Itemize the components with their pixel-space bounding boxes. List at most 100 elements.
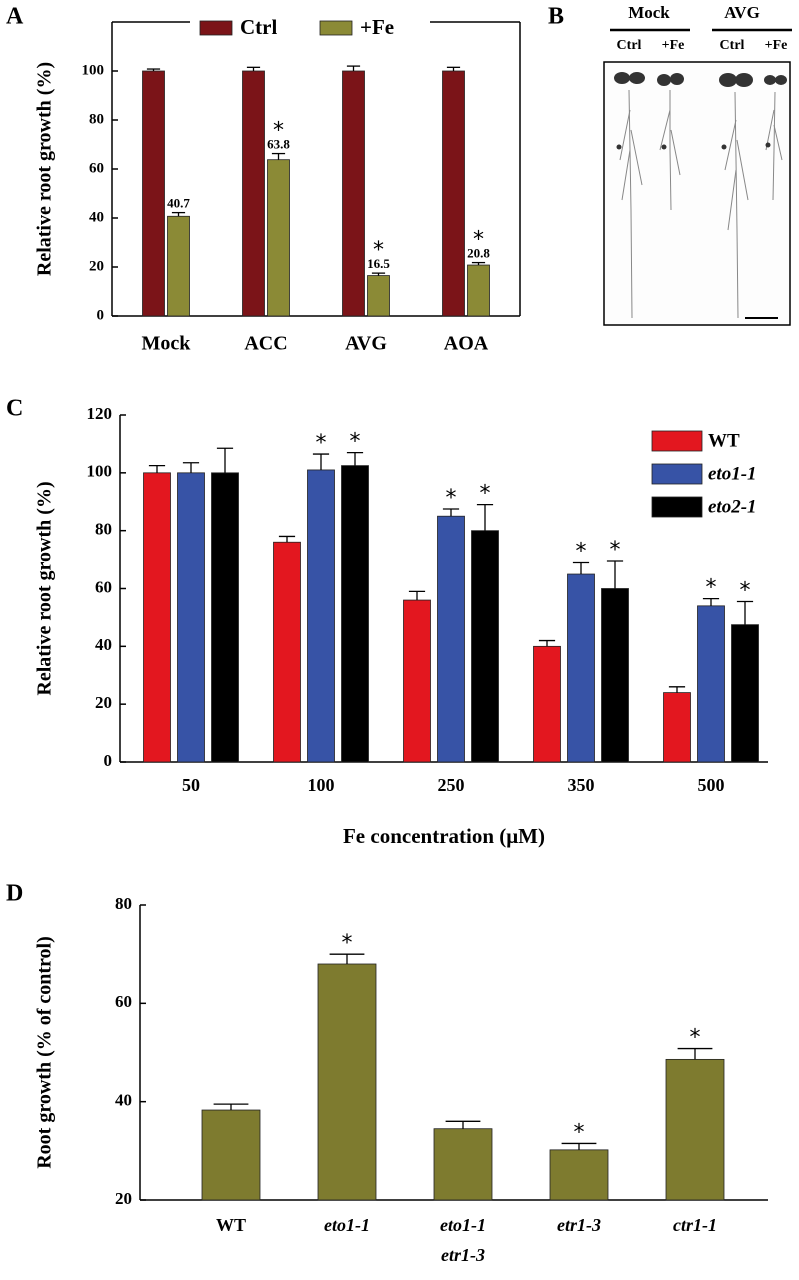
x-tick-label: Mock [142,333,192,355]
x-tick-label: ACC [244,333,287,355]
legend-swatch [651,430,703,452]
error-bar [736,600,754,625]
y-tick-label: 60 [95,577,112,596]
significance-mark: * [610,538,621,563]
error-bar [445,1120,481,1129]
significance-mark: * [273,119,284,144]
y-tick-label: 40 [115,1091,132,1110]
error-bar [312,453,330,470]
bar [665,1058,725,1201]
significance-mark: * [350,430,361,455]
bar [549,1149,609,1201]
y-tick-label: 20 [115,1189,132,1208]
error-bar [471,261,486,266]
y-tick-label: 20 [89,258,104,274]
x-tick-label: eto1-1 [324,1215,370,1235]
x-tick-label: AVG [345,333,387,355]
legend-label: eto2-1 [708,496,757,517]
error-bar [146,68,161,71]
column-label: +Fe [662,38,685,53]
error-bar [702,597,720,606]
error-bar [246,66,261,71]
y-tick-label: 100 [87,462,113,481]
error-bar [182,462,200,473]
panel-label: C [6,396,23,422]
error-bar [171,211,186,217]
error-bar [668,686,686,693]
bar [437,515,465,763]
group-label: Mock [628,3,670,22]
significance-mark: * [342,931,353,956]
error-bar [572,561,590,575]
significance-mark: * [473,228,484,253]
bar [167,215,190,317]
bar [242,70,265,317]
error-bar [606,560,624,589]
x-tick-label: 100 [308,775,335,795]
bar [273,541,301,763]
data-label: 20.8 [467,246,490,261]
x-tick-label: 250 [438,775,465,795]
panel-label: A [6,4,24,30]
x-tick-label: etr1-3 [557,1215,601,1235]
y-tick-label: 100 [82,62,105,78]
bar [471,530,499,763]
significance-mark: * [316,431,327,456]
legend-label: +Fe [360,15,394,39]
y-tick-label: 0 [104,751,113,770]
legend-label: eto1-1 [708,463,757,484]
significance-mark: * [480,482,491,507]
x-tick-label: ctr1-1 [673,1215,717,1235]
bar [403,599,431,763]
bar [201,1109,261,1201]
error-bar [442,508,460,517]
y-axis-label: Relative root growth (%) [34,481,56,695]
significance-mark: * [576,539,587,564]
error-bar [346,451,364,466]
x-tick-label: 50 [182,775,200,795]
data-label: 40.7 [167,196,190,211]
error-bar [278,535,296,543]
bar [731,624,759,763]
y-tick-label: 120 [87,404,113,423]
bar [697,605,725,763]
error-bar [408,590,426,601]
error-bar [329,953,365,964]
legend-label: Ctrl [240,15,277,39]
x-tick-label: 350 [568,775,595,795]
y-tick-label: 60 [115,992,132,1011]
bar [142,70,165,317]
seedling-photo [603,61,791,326]
error-bar [446,66,461,71]
error-bar [476,503,494,531]
significance-mark: * [690,1026,701,1051]
bar [307,469,335,763]
bar [317,963,377,1201]
bar [663,692,691,763]
error-bar [371,272,386,276]
error-bar [271,152,286,160]
bar [367,275,390,317]
y-tick-label: 20 [95,693,112,712]
panel-label: D [6,881,23,907]
significance-mark: * [706,576,717,601]
y-tick-label: 60 [89,160,104,176]
y-tick-label: 40 [89,209,104,225]
legend-swatch [651,496,703,518]
legend-swatch [319,20,353,36]
x-tick-label: etr1-3 [441,1245,485,1265]
y-axis-label: Root growth (% of control) [34,936,56,1169]
y-tick-label: 80 [89,111,104,127]
column-label: Ctrl [617,38,642,53]
bar [267,159,290,317]
y-tick-label: 80 [95,520,112,539]
significance-mark: * [740,579,751,604]
x-tick-label: 500 [698,775,725,795]
group-label: AVG [724,3,760,22]
significance-mark: * [373,238,384,263]
y-tick-label: 0 [97,307,105,323]
error-bar [677,1047,713,1060]
error-bar [148,464,166,473]
x-axis-label: Fe concentration (μM) [343,824,545,848]
